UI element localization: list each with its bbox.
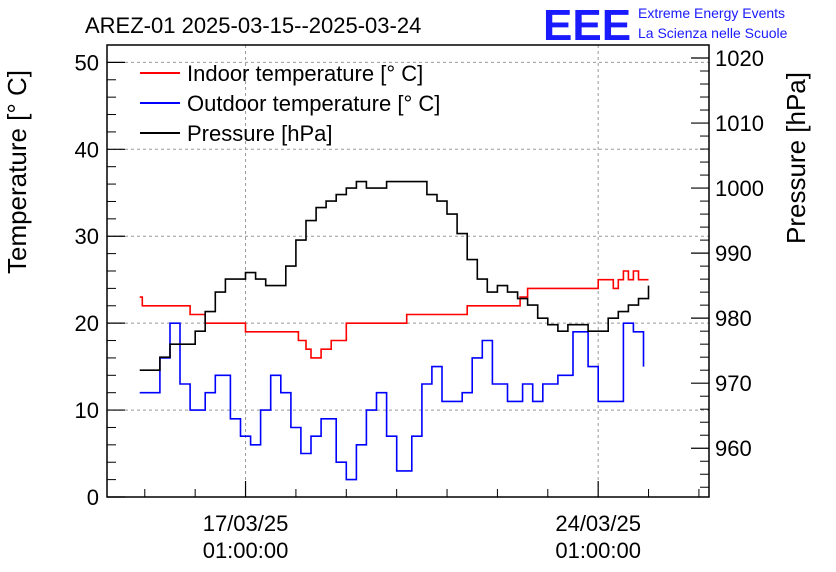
left-tick-label-3: 30 [75, 224, 99, 249]
chart-title: AREZ-01 2025-03-15--2025-03-24 [85, 13, 421, 38]
x-tick-date-1: 24/03/25 [555, 511, 641, 536]
right-tick-label-6: 1020 [715, 46, 764, 71]
grid-lines [107, 45, 709, 497]
legend-label-0: Indoor temperature [° C] [187, 61, 423, 86]
logo-mark: EEE [543, 1, 631, 50]
series-line-2 [139, 180, 650, 371]
left-tick-label-4: 40 [75, 137, 99, 162]
series-line-0 [139, 270, 649, 359]
right-tick-label-0: 960 [715, 436, 752, 461]
x-tick-time-0: 01:00:00 [203, 538, 289, 563]
right-tick-label-4: 1000 [715, 176, 764, 201]
logo-line2: La Scienza nelle Scuole [638, 25, 788, 41]
y-axis-label: Temperature [° C] [2, 70, 32, 274]
series-line-1 [139, 322, 645, 481]
logo-line1: Extreme Energy Events [638, 5, 785, 21]
left-tick-label-5: 50 [75, 50, 99, 75]
legend: Indoor temperature [° C] Outdoor temperat… [140, 61, 440, 146]
y2-axis-label: Pressure [hPa] [781, 72, 811, 244]
x-tick-time-1: 01:00:00 [555, 538, 641, 563]
right-axis-ticks: 960 970 980 990 1000 1010 1020 [691, 46, 764, 488]
series-group [139, 180, 650, 481]
left-axis-ticks: 0 10 20 30 40 50 [75, 50, 125, 510]
left-tick-label-1: 10 [75, 398, 99, 423]
legend-label-2: Pressure [hPa] [187, 121, 333, 146]
eee-logo: EEE Extreme Energy Events La Scienza nel… [543, 1, 788, 50]
right-tick-label-1: 970 [715, 371, 752, 396]
left-tick-label-0: 0 [87, 485, 99, 510]
right-tick-label-5: 1010 [715, 111, 764, 136]
legend-label-1: Outdoor temperature [° C] [187, 91, 440, 116]
x-tick-date-0: 17/03/25 [203, 511, 289, 536]
left-tick-label-2: 20 [75, 311, 99, 336]
right-tick-label-2: 980 [715, 306, 752, 331]
right-tick-label-3: 990 [715, 241, 752, 266]
